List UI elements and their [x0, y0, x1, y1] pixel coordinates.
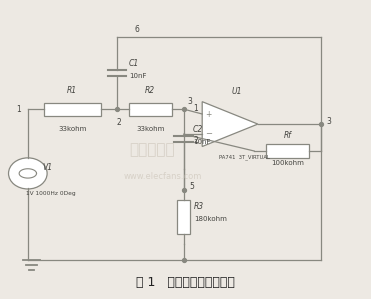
Bar: [129, 103, 172, 116]
Text: 电子发烧友: 电子发烧友: [129, 142, 175, 157]
Text: 5: 5: [189, 182, 194, 191]
Bar: [44, 103, 101, 116]
Text: V1: V1: [43, 164, 53, 173]
Text: 10nF: 10nF: [193, 138, 210, 144]
Polygon shape: [202, 102, 258, 147]
Text: 33kohm: 33kohm: [58, 126, 86, 132]
Text: 6: 6: [135, 25, 140, 34]
Text: U1: U1: [232, 87, 242, 96]
Text: +: +: [205, 110, 211, 119]
Text: PA741  3T_VIRTUAL: PA741 3T_VIRTUAL: [219, 154, 270, 160]
Text: 1: 1: [193, 104, 198, 113]
Text: Rf: Rf: [283, 132, 292, 141]
Text: 2: 2: [193, 136, 198, 145]
Text: R1: R1: [67, 86, 78, 95]
Text: www.elecfans.com: www.elecfans.com: [124, 172, 203, 181]
Text: R2: R2: [145, 86, 155, 95]
Text: C2: C2: [193, 125, 203, 134]
Text: 图 1   二阶有源低通滤波器: 图 1 二阶有源低通滤波器: [136, 276, 235, 289]
Text: 100kohm: 100kohm: [271, 160, 304, 166]
Text: 33kohm: 33kohm: [136, 126, 164, 132]
Text: 1V 1000Hz 0Deg: 1V 1000Hz 0Deg: [26, 191, 76, 196]
Text: 3: 3: [187, 97, 192, 106]
Text: 10nF: 10nF: [129, 73, 146, 79]
Text: 180kohm: 180kohm: [194, 216, 227, 222]
Text: −: −: [205, 129, 211, 138]
Text: C1: C1: [129, 59, 139, 68]
Text: 3: 3: [326, 117, 332, 126]
Circle shape: [9, 158, 47, 189]
Text: 2: 2: [116, 118, 121, 127]
Bar: [177, 199, 190, 234]
Text: R3: R3: [194, 202, 204, 211]
Text: 1: 1: [16, 105, 21, 114]
Bar: [266, 144, 309, 158]
